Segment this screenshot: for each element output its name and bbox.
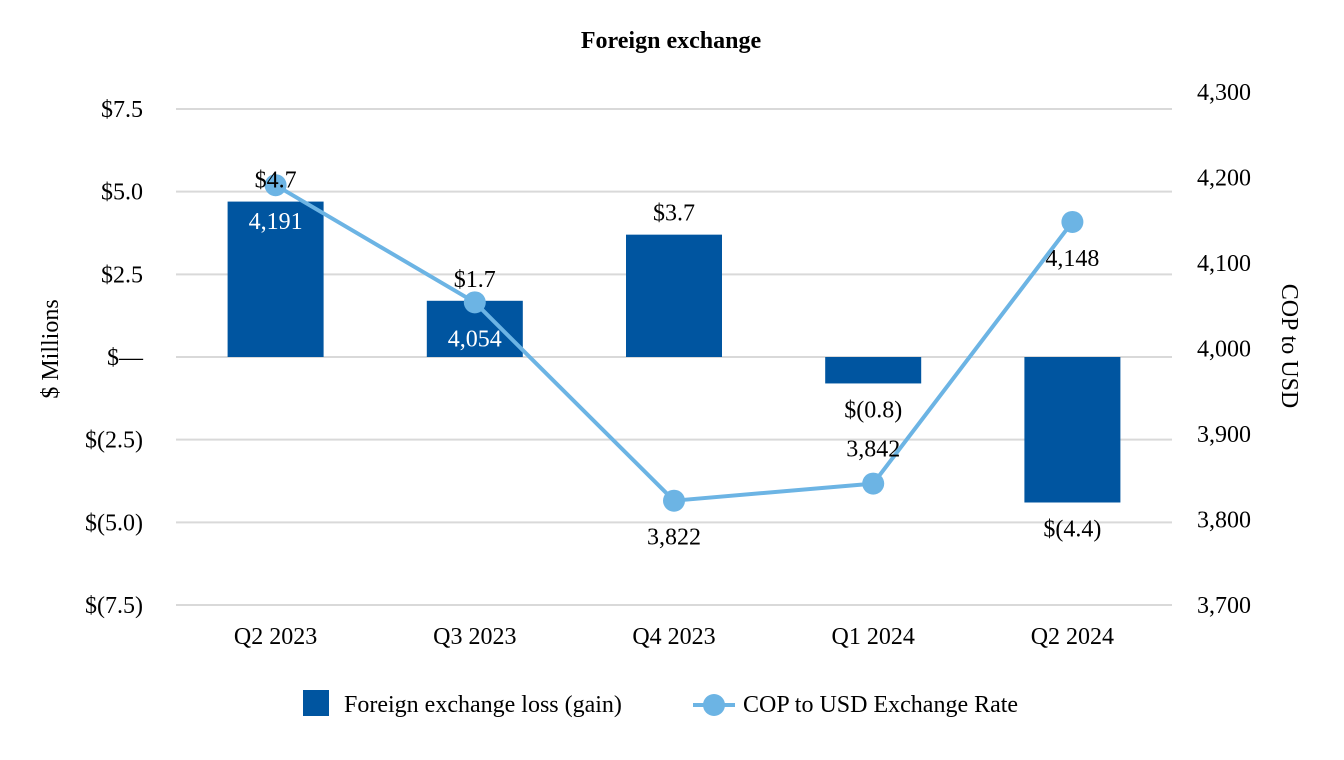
line-marker bbox=[463, 291, 486, 314]
bar-value-label: $1.7 bbox=[454, 267, 496, 293]
left-tick-label: $(2.5) bbox=[85, 428, 143, 454]
line-value-label: 4,191 bbox=[249, 209, 303, 235]
left-tick-label: $2.5 bbox=[101, 262, 143, 288]
right-tick-label: 4,300 bbox=[1197, 80, 1251, 106]
right-axis-title: COP to USD bbox=[1276, 284, 1302, 408]
bar-value-label: $4.7 bbox=[255, 168, 297, 194]
x-axis-ticks: Q2 2023 Q3 2023 Q4 2023 Q1 2024 Q2 2024 bbox=[234, 624, 1114, 650]
left-axis-title: $ Millions bbox=[38, 299, 64, 398]
line-marker bbox=[1061, 210, 1084, 233]
x-tick-label: Q1 2024 bbox=[832, 624, 915, 650]
data-labels: $4.7 $1.7 $3.7 $(0.8) $(4.4) 4,191 4,054 3,822 3… bbox=[249, 168, 1102, 551]
right-tick-label: 4,100 bbox=[1197, 251, 1251, 277]
line-marker bbox=[862, 472, 885, 495]
legend-bar-swatch bbox=[303, 690, 329, 716]
x-tick-label: Q4 2023 bbox=[632, 624, 715, 650]
line-marker bbox=[264, 174, 287, 197]
right-tick-label: 3,700 bbox=[1197, 593, 1251, 619]
bar bbox=[1024, 357, 1121, 503]
legend-bar-label: Foreign exchange loss (gain) bbox=[344, 692, 622, 718]
bar-value-label: $3.7 bbox=[653, 201, 695, 227]
line-value-label: 3,822 bbox=[647, 525, 701, 551]
left-axis-ticks: $7.5 $5.0 $2.5 $— $(2.5) $(5.0) $(7.5) bbox=[85, 97, 144, 619]
x-tick-label: Q2 2024 bbox=[1031, 624, 1114, 650]
left-tick-label: $(5.0) bbox=[85, 510, 143, 536]
bar bbox=[825, 357, 922, 384]
left-tick-label: $(7.5) bbox=[85, 593, 143, 619]
bar-value-label: $(4.4) bbox=[1043, 516, 1101, 542]
legend-line-label: COP to USD Exchange Rate bbox=[743, 692, 1018, 718]
line-value-label: 3,842 bbox=[846, 437, 900, 463]
legend: Foreign exchange loss (gain) COP to USD … bbox=[303, 690, 1018, 718]
x-tick-label: Q3 2023 bbox=[433, 624, 516, 650]
chart-title: Foreign exchange bbox=[581, 28, 762, 54]
x-tick-label: Q2 2023 bbox=[234, 624, 317, 650]
left-tick-label: $7.5 bbox=[101, 97, 143, 123]
right-tick-label: 3,800 bbox=[1197, 508, 1251, 534]
line-value-label: 4,054 bbox=[448, 326, 502, 352]
left-tick-label: $5.0 bbox=[101, 180, 143, 206]
line-value-label: 4,148 bbox=[1045, 246, 1099, 272]
right-tick-label: 4,000 bbox=[1197, 337, 1251, 363]
bar-series bbox=[227, 201, 1121, 503]
right-axis-ticks: 4,300 4,200 4,100 4,000 3,900 3,800 3,700 bbox=[1197, 80, 1251, 619]
bar bbox=[626, 234, 722, 357]
legend-line-marker bbox=[703, 694, 725, 716]
bar bbox=[227, 201, 324, 357]
right-tick-label: 3,900 bbox=[1197, 422, 1251, 448]
line-series bbox=[264, 174, 1084, 512]
bar-value-label: $(0.8) bbox=[844, 397, 902, 423]
left-tick-label: $— bbox=[107, 345, 144, 371]
line-marker bbox=[663, 489, 685, 512]
right-tick-label: 4,200 bbox=[1197, 166, 1251, 192]
